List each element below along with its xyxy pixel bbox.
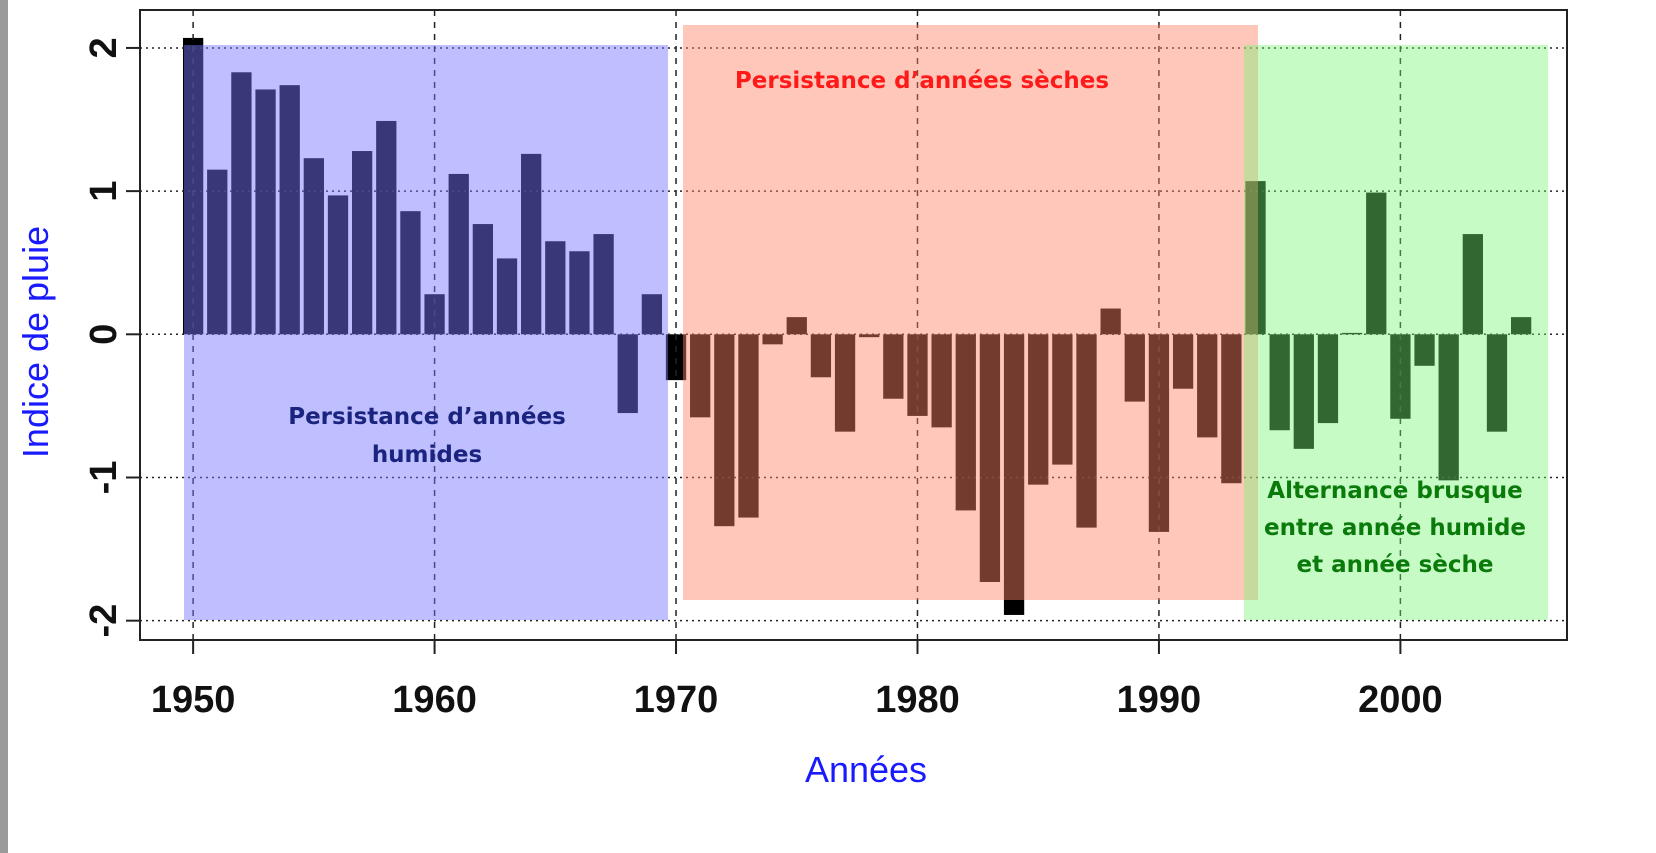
bar (400, 211, 421, 335)
y-tick-label: -1 (83, 461, 125, 495)
bar (1510, 317, 1532, 335)
x-tick-label: 1990 (1117, 679, 1202, 721)
bar (931, 334, 952, 428)
y-axis-label: Indice de pluie (15, 226, 56, 458)
bar (1124, 334, 1145, 402)
y-tick-label: 0 (83, 324, 125, 345)
bar (1317, 334, 1339, 424)
bar (1366, 192, 1387, 335)
dry-region (683, 25, 1258, 600)
bar (786, 317, 807, 335)
bar (1414, 334, 1435, 366)
bar (303, 158, 324, 335)
bar (955, 334, 976, 511)
x-tick-label: 1960 (392, 679, 477, 721)
bar (569, 251, 590, 335)
y-tick-label: 2 (83, 37, 125, 58)
bar (1052, 334, 1073, 465)
bar (1003, 334, 1025, 615)
alternate-region (1244, 45, 1548, 620)
bar (1293, 334, 1314, 449)
bar (1390, 334, 1411, 419)
bar (255, 89, 276, 335)
bar (1076, 334, 1097, 528)
bar (617, 334, 638, 414)
side-strip (0, 0, 8, 853)
bar (351, 151, 373, 335)
bar (979, 334, 1001, 583)
bar (207, 169, 228, 335)
bar (859, 334, 880, 338)
annotation: humides (372, 442, 482, 468)
bar (182, 37, 204, 335)
bar (545, 241, 566, 335)
y-tick-label: -2 (83, 604, 125, 638)
bar (1486, 334, 1508, 432)
annotation: Alternance brusque (1267, 478, 1522, 504)
x-tick-label: 1950 (151, 679, 236, 721)
bar (834, 334, 856, 432)
bar (1462, 234, 1483, 335)
bar (1172, 334, 1194, 389)
bar (1100, 308, 1121, 335)
bar (1221, 334, 1242, 484)
annotation: et année sèche (1297, 552, 1494, 578)
bar (376, 120, 397, 335)
annotation: Persistance d’années sèches (735, 68, 1109, 94)
bar (883, 334, 904, 399)
annotation: Persistance d’années (288, 404, 566, 430)
bar (810, 334, 832, 378)
bar (641, 294, 663, 335)
bar (496, 258, 518, 335)
bar (1028, 334, 1049, 485)
bar (1269, 334, 1290, 431)
bar (690, 334, 711, 418)
bar (1197, 334, 1218, 438)
bar (448, 173, 469, 335)
bar (1438, 334, 1459, 481)
bar (327, 195, 349, 335)
bar (593, 234, 614, 335)
bar (738, 334, 759, 518)
y-tick-label: 1 (83, 181, 125, 202)
bar (279, 85, 300, 335)
bar (521, 153, 542, 335)
annotation: entre année humide (1264, 515, 1526, 541)
bar (472, 224, 494, 335)
x-tick-label: 1980 (875, 679, 960, 721)
humid-region (184, 45, 668, 620)
bar (762, 334, 783, 345)
bar (665, 334, 687, 381)
x-axis-label: Années (805, 749, 927, 790)
x-tick-label: 1970 (634, 679, 719, 721)
x-tick-label: 2000 (1358, 679, 1443, 721)
plot-frame (139, 9, 1568, 641)
bar (1245, 181, 1266, 335)
bar (231, 72, 252, 335)
